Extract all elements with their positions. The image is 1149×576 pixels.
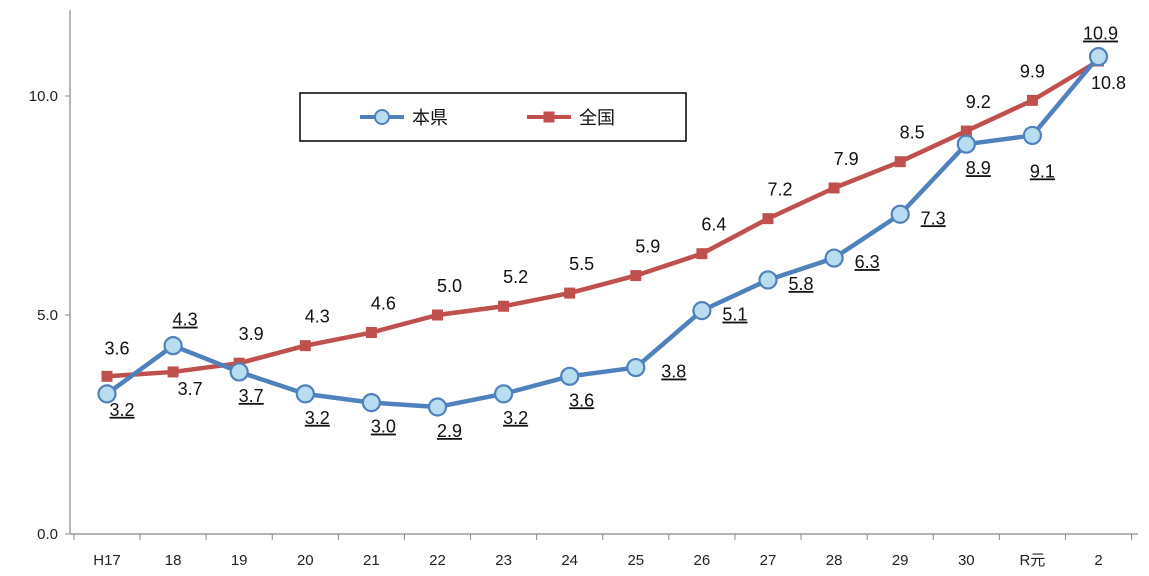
series-lines (105, 55, 1101, 410)
chart-axes: 0.0 5.0 10.0 H17 18 19 20 21 22 23 24 25 26 27 28 29 30 R… (29, 10, 1138, 569)
y-tick-label: 0.0 (37, 526, 58, 543)
point-zenkoku (630, 270, 642, 282)
data-label-honken: 4.3 (173, 310, 198, 330)
data-label-honken: 3.0 (371, 417, 396, 437)
point-honken (560, 366, 580, 386)
x-tick-label: 27 (760, 552, 777, 569)
x-tick-label: H17 (93, 552, 121, 569)
x-tick-label: 25 (627, 552, 644, 569)
x-tick-label: 21 (363, 552, 380, 569)
data-label-zenkoku: 3.9 (239, 324, 264, 344)
point-zenkoku (365, 327, 377, 339)
point-honken (1022, 125, 1043, 146)
data-label-zenkoku: 4.3 (305, 307, 330, 327)
data-label-zenkoku: 7.9 (834, 149, 859, 169)
point-zenkoku (564, 287, 576, 299)
data-label-zenkoku: 9.2 (966, 92, 991, 112)
legend-swatch-marker-honken (374, 109, 390, 125)
point-zenkoku (894, 156, 906, 168)
data-label-zenkoku: 5.2 (503, 267, 528, 287)
x-tick-label: 19 (231, 552, 248, 569)
data-label-honken: 6.3 (855, 252, 880, 272)
x-tick-label: 23 (495, 552, 512, 569)
data-label-honken: 3.8 (661, 362, 686, 382)
point-honken (97, 384, 117, 404)
point-zenkoku (828, 182, 840, 194)
point-honken (163, 336, 183, 356)
data-label-honken: 5.1 (722, 305, 747, 325)
point-zenkoku (762, 213, 774, 225)
data-label-honken: 5.8 (788, 274, 813, 294)
data-label-zenkoku: 4.6 (371, 294, 396, 314)
data-label-honken: 9.1 (1030, 161, 1055, 181)
point-zenkoku (960, 125, 972, 137)
legend-box (299, 92, 687, 142)
x-tick-label: 24 (561, 552, 578, 569)
point-honken (427, 397, 448, 417)
point-zenkoku (696, 248, 708, 260)
data-label-honken: 3.7 (239, 386, 264, 406)
data-label-zenkoku: 10.8 (1091, 73, 1126, 93)
x-tick-label: 26 (694, 552, 711, 569)
data-label-honken: 3.6 (569, 390, 594, 410)
data-label-honken: 8.9 (966, 158, 991, 178)
x-tick-label: 18 (165, 552, 182, 569)
data-label-zenkoku: 6.4 (701, 215, 726, 235)
x-tick-label: 29 (892, 552, 909, 569)
point-zenkoku (432, 309, 443, 321)
data-label-honken: 7.3 (921, 208, 946, 228)
point-honken (692, 301, 712, 321)
data-label-zenkoku: 8.5 (900, 123, 925, 143)
x-tick-label: 28 (826, 552, 843, 569)
point-honken (824, 248, 844, 268)
data-label-honken: 3.2 (503, 408, 528, 428)
y-tick-label: 5.0 (37, 307, 58, 324)
point-zenkoku (299, 340, 311, 352)
series-markers (97, 46, 1109, 417)
data-label-zenkoku: 9.9 (1020, 61, 1045, 81)
data-label-honken: 3.2 (109, 400, 134, 420)
data-label-honken: 3.2 (305, 408, 330, 428)
x-tick-label: 2 (1094, 552, 1102, 569)
point-honken (494, 384, 514, 404)
legend: 本県 全国 (299, 92, 687, 142)
legend-label-honken: 本県 (412, 108, 448, 129)
legend-label-zenkoku: 全国 (579, 108, 615, 129)
series-line-zenkoku (106, 59, 1100, 379)
data-label-honken: 2.9 (437, 421, 462, 441)
x-tick-label: R元 (1019, 552, 1045, 569)
point-honken (229, 362, 249, 382)
y-tick-label: 10.0 (29, 88, 58, 105)
data-label-zenkoku: 5.5 (569, 254, 594, 274)
series-line-honken (105, 55, 1101, 410)
point-honken (956, 134, 976, 154)
data-label-zenkoku: 3.6 (104, 338, 129, 358)
data-label-zenkoku: 3.7 (178, 379, 203, 399)
x-tick-label: 30 (958, 552, 975, 569)
data-label-zenkoku: 5.0 (437, 276, 462, 296)
point-honken (758, 270, 778, 290)
point-honken (1088, 46, 1109, 67)
point-honken (295, 384, 315, 404)
point-zenkoku (101, 370, 113, 382)
data-label-zenkoku: 5.9 (635, 237, 660, 257)
point-honken (626, 357, 646, 378)
x-tick-label: 22 (429, 552, 446, 569)
point-zenkoku (1026, 94, 1038, 106)
legend-swatch-marker-zenkoku (543, 111, 555, 123)
data-labels: 3.6 3.7 3.9 4.3 4.6 5.0 5.2 5.5 5.9 6.4 7.2 7.9 8.5 9… (104, 24, 1126, 441)
point-zenkoku (498, 300, 510, 312)
x-tick-label: 20 (297, 552, 314, 569)
data-label-honken: 10.9 (1083, 24, 1118, 44)
data-label-zenkoku: 7.2 (767, 180, 792, 200)
point-honken (361, 393, 381, 413)
point-zenkoku (167, 366, 179, 378)
point-honken (890, 204, 910, 224)
